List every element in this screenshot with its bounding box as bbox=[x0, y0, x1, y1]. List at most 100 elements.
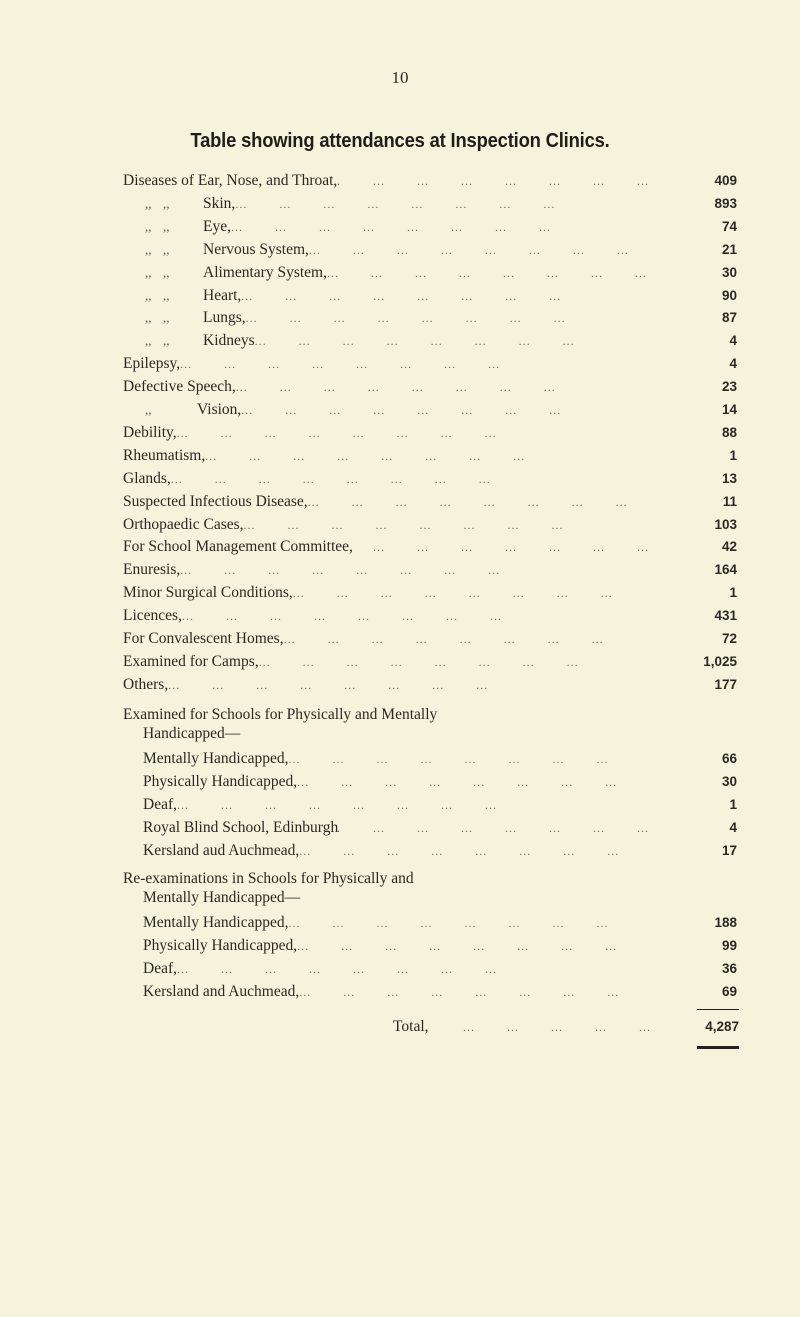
table-row: ,,,, Heart, 90 bbox=[123, 285, 737, 307]
dot-leader bbox=[297, 771, 677, 793]
total-label: Total, bbox=[393, 1018, 429, 1035]
row-label: Deaf, bbox=[143, 796, 177, 813]
row-value: 4 bbox=[729, 333, 737, 349]
dot-leader bbox=[288, 912, 677, 934]
dot-leader bbox=[309, 239, 677, 261]
row-value: 87 bbox=[721, 310, 737, 326]
dot-leader bbox=[171, 468, 677, 490]
row-label: Kersland and Auchmead, bbox=[143, 983, 300, 1000]
section-heading-examined: Examined for Schools for Physically and … bbox=[123, 705, 563, 743]
row-value: 4 bbox=[729, 820, 737, 835]
row-value: 409 bbox=[714, 173, 737, 188]
dot-leader bbox=[293, 582, 677, 604]
row-value: 69 bbox=[721, 984, 737, 999]
table-row: Kersland and Auchmead, 69 bbox=[143, 981, 737, 1003]
row-label: Physically Handicapped, bbox=[143, 937, 298, 954]
total-value: 4,287 bbox=[705, 1019, 739, 1034]
row-label: Heart, bbox=[203, 286, 242, 304]
ditto-mark: ,, bbox=[145, 310, 152, 326]
row-value: 4 bbox=[729, 356, 737, 372]
dot-leader bbox=[429, 1016, 679, 1038]
row-label: Kersland aud Auchmead, bbox=[143, 842, 300, 859]
row-label: Licences, bbox=[123, 607, 182, 625]
ditto-mark: ,, bbox=[145, 402, 152, 417]
row-label: Vision, bbox=[197, 401, 242, 418]
table-row: ,,,, Alimentary System, 30 bbox=[123, 262, 737, 284]
ditto-mark: ,, bbox=[145, 195, 152, 211]
ditto-mark: ,, bbox=[163, 241, 170, 257]
row-value: 72 bbox=[721, 631, 737, 646]
dot-leader bbox=[231, 216, 677, 238]
ditto-mark: ,, bbox=[163, 218, 170, 234]
ditto-mark: ,, bbox=[145, 241, 152, 257]
row-label: Debility, bbox=[123, 423, 177, 441]
dot-leader bbox=[241, 285, 677, 307]
table-row: Diseases of Ear, Nose, and Throat, 409 bbox=[123, 170, 737, 192]
page-number: 10 bbox=[391, 68, 409, 87]
row-label: Physically Handicapped, bbox=[143, 773, 298, 790]
dot-leader bbox=[288, 748, 677, 770]
row-value: 103 bbox=[714, 516, 737, 532]
ditto-mark: ,, bbox=[163, 287, 170, 303]
table-row: Others, 177 bbox=[123, 674, 737, 696]
dot-leader bbox=[177, 794, 677, 816]
section-heading-reexaminations: Re-examinations in Schools for Physicall… bbox=[123, 869, 563, 907]
row-label: Lungs, bbox=[203, 309, 246, 327]
section-heading-line: Handicapped— bbox=[143, 725, 241, 742]
dot-leader bbox=[337, 170, 677, 192]
table-row: ,, Vision, 14 bbox=[123, 399, 737, 421]
row-value: 30 bbox=[721, 774, 737, 789]
dot-leader bbox=[338, 817, 677, 839]
dot-leader bbox=[235, 193, 677, 215]
row-label: Nervous System, bbox=[203, 240, 309, 258]
row-value: 74 bbox=[721, 218, 737, 234]
table-row: Licences, 431 bbox=[123, 605, 737, 627]
dot-leader bbox=[244, 514, 677, 536]
table-row: Examined for Camps, 1,025 bbox=[123, 651, 737, 673]
table-row: ,,,, Nervous System, 21 bbox=[123, 239, 737, 261]
table-row: Mentally Handicapped, 66 bbox=[143, 748, 737, 770]
row-value: 36 bbox=[721, 961, 737, 976]
table-row: Deaf, 36 bbox=[143, 958, 737, 980]
row-value: 431 bbox=[714, 608, 737, 624]
row-value: 1 bbox=[729, 797, 737, 812]
ditto-mark: ,, bbox=[145, 287, 152, 303]
dot-leader bbox=[182, 605, 677, 627]
dot-leader bbox=[246, 307, 677, 329]
table-row: Glands, 13 bbox=[123, 468, 737, 490]
row-value: 177 bbox=[714, 676, 737, 692]
table-row: Epilepsy, 4 bbox=[123, 353, 737, 375]
dot-leader bbox=[299, 981, 677, 1003]
table-row: Physically Handicapped, 99 bbox=[143, 935, 737, 957]
row-value: 21 bbox=[721, 241, 737, 257]
row-value: 14 bbox=[721, 402, 737, 417]
dot-leader bbox=[177, 958, 677, 980]
row-value: 90 bbox=[721, 287, 737, 303]
ditto-mark: ,, bbox=[163, 333, 170, 349]
table-row: Defective Speech, 23 bbox=[123, 376, 737, 398]
row-label: Skin, bbox=[203, 194, 236, 212]
row-value: 66 bbox=[721, 751, 737, 766]
row-label: For Convalescent Homes, bbox=[123, 630, 284, 647]
row-label: Mentally Handicapped, bbox=[143, 750, 289, 767]
dot-leader bbox=[259, 651, 677, 673]
subtotal-rule bbox=[697, 1009, 739, 1010]
total-double-rule bbox=[697, 1046, 739, 1049]
table-row: Kersland aud Auchmead, 17 bbox=[143, 840, 737, 862]
row-value: 13 bbox=[721, 470, 737, 486]
row-label: Suspected Infectious Disease, bbox=[123, 492, 308, 510]
dot-leader bbox=[180, 353, 677, 375]
dot-leader bbox=[177, 422, 677, 444]
row-label: Royal Blind School, Edinburgh bbox=[143, 819, 339, 836]
dot-leader bbox=[241, 399, 677, 421]
dot-leader bbox=[205, 445, 677, 467]
dot-leader bbox=[180, 559, 677, 581]
row-label: Glands, bbox=[123, 469, 171, 487]
table-row: Deaf, 1 bbox=[143, 794, 737, 816]
ditto-mark: ,, bbox=[163, 310, 170, 326]
table-row: Enuresis, 164 bbox=[123, 559, 737, 581]
total-row: Total, 4,287 bbox=[393, 1016, 739, 1038]
ditto-mark: ,, bbox=[145, 264, 152, 280]
row-value: 30 bbox=[721, 264, 737, 280]
row-value: 23 bbox=[721, 379, 737, 395]
